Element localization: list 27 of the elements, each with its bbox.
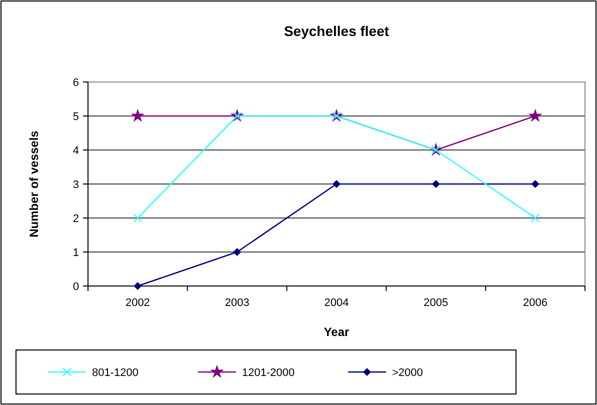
y-tick-label: 6 [72, 76, 79, 89]
x-tick-label: 2003 [224, 297, 250, 309]
y-axis-title: Number of vessels [27, 130, 41, 238]
y-tick-label: 0 [72, 280, 79, 293]
point [233, 248, 242, 256]
chart-title: Seychelles fleet [284, 23, 390, 39]
y-tick-label: 2 [72, 212, 79, 225]
x-tick-label: 2006 [523, 297, 548, 309]
y-tick-label: 5 [72, 110, 79, 123]
y-tick-label: 4 [72, 144, 79, 157]
x-tick-label: 2004 [324, 297, 349, 309]
point [432, 180, 440, 188]
point [528, 108, 542, 122]
x-tick-label: 2005 [424, 297, 448, 309]
legend-label: >2000 [392, 366, 423, 379]
point [133, 213, 142, 223]
y-tick-label: 3 [72, 178, 79, 191]
point [530, 213, 540, 223]
y-tick-label: 1 [72, 246, 79, 259]
point [332, 180, 340, 188]
point [130, 108, 145, 122]
legend-label: 801-1200 [92, 366, 138, 379]
x-tick-label: 2002 [125, 297, 150, 309]
point [134, 282, 142, 290]
x-axis-title: Year [324, 325, 350, 339]
point [531, 180, 540, 188]
legend-label: 1201-2000 [242, 366, 295, 379]
